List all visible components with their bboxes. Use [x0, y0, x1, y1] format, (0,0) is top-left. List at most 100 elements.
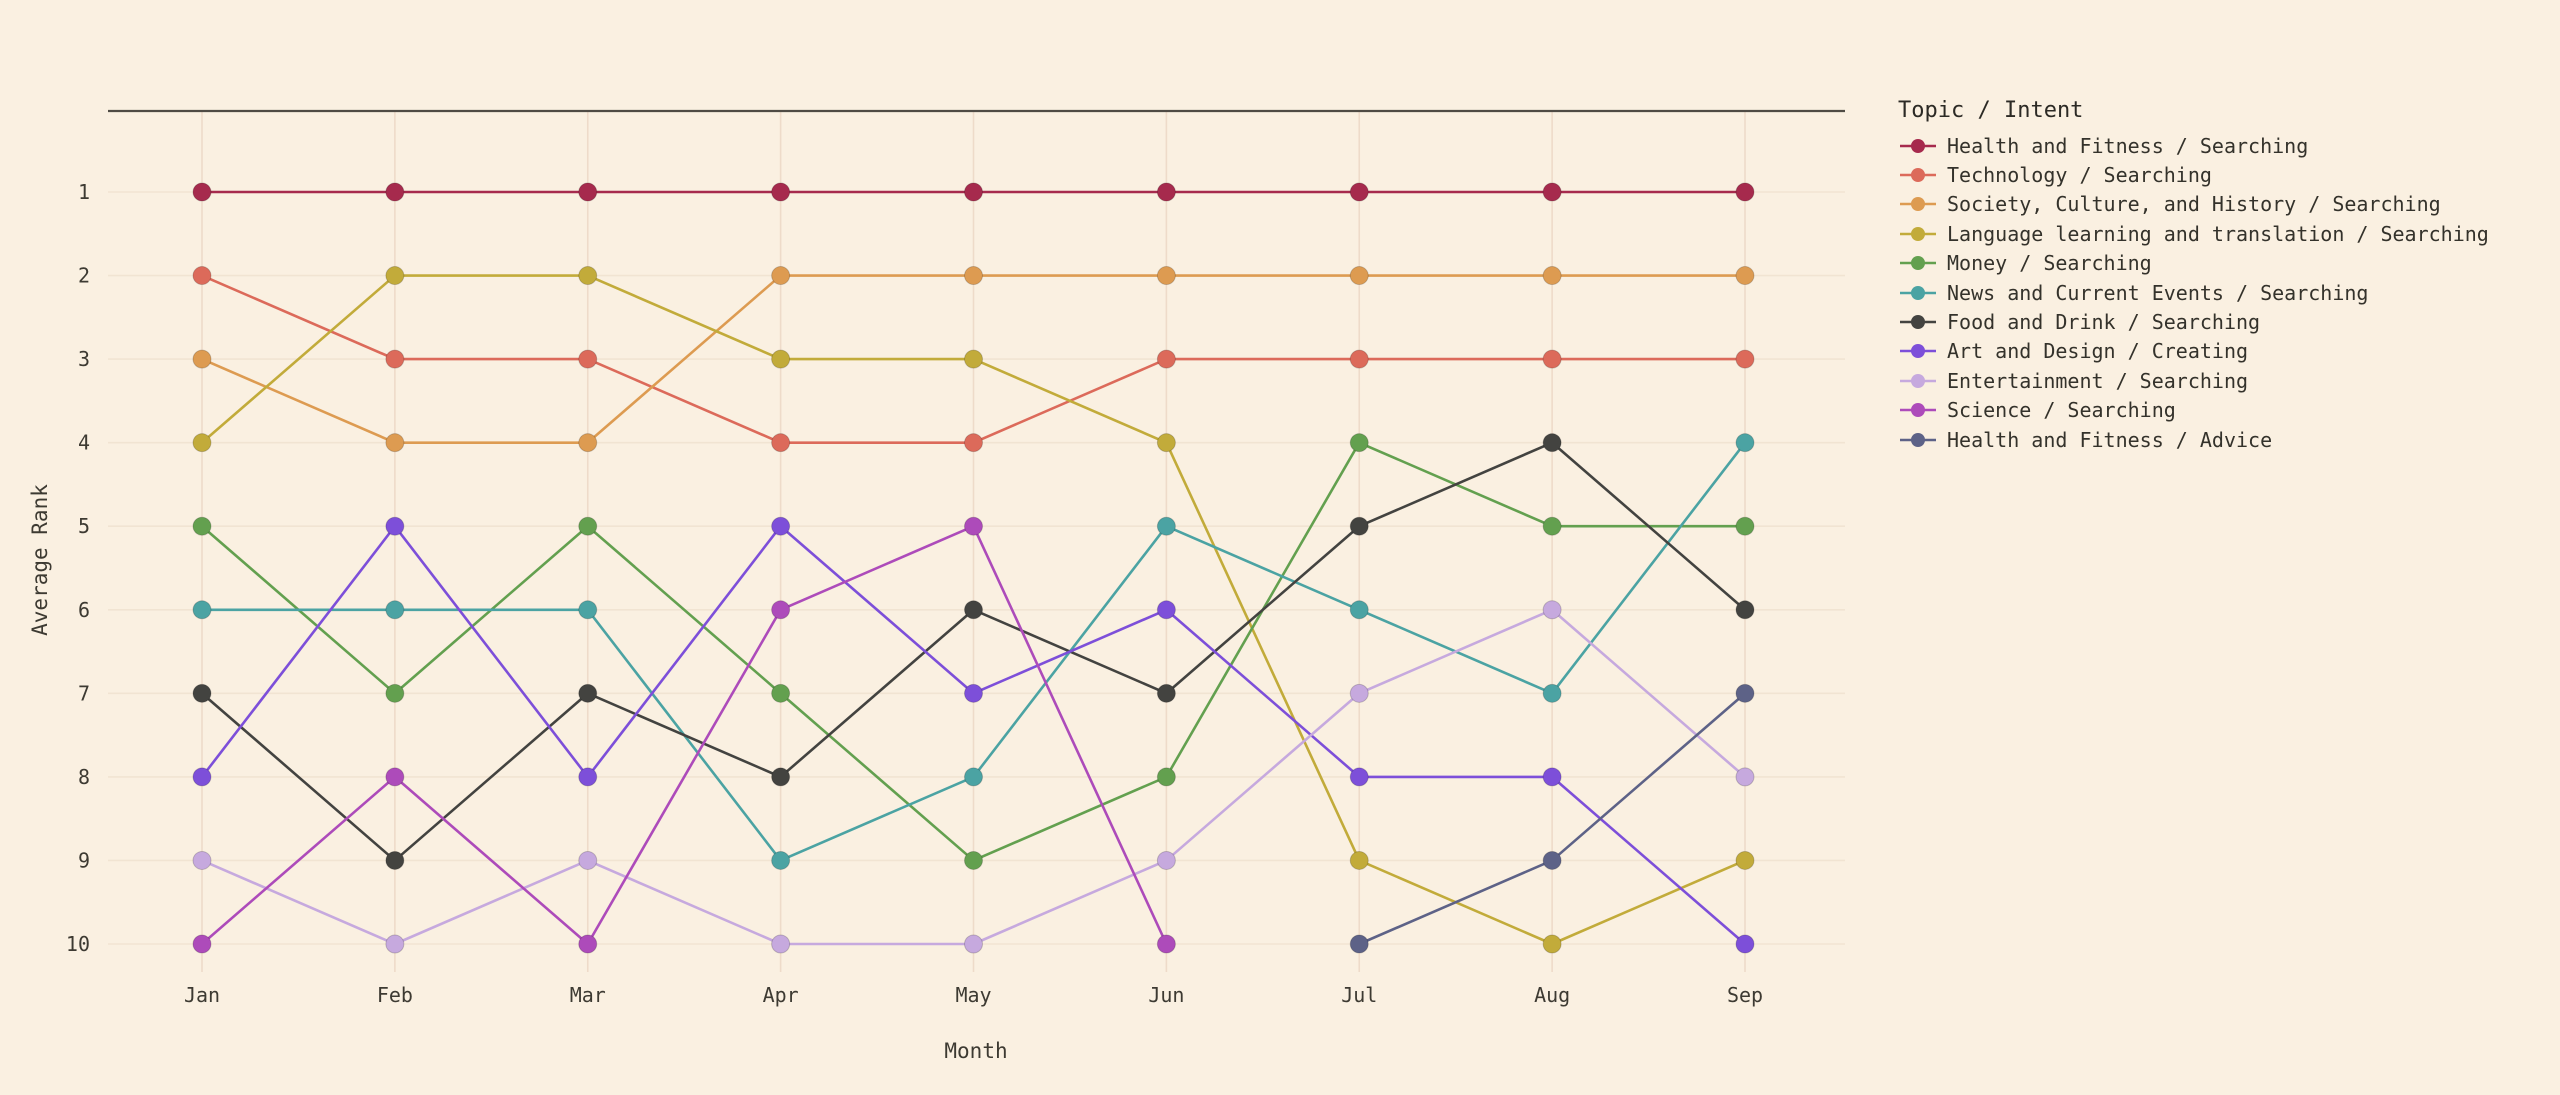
data-point: [1542, 767, 1562, 787]
y-tick-label: 4: [78, 431, 90, 455]
data-point: [385, 182, 405, 202]
data-point: [1156, 600, 1176, 620]
legend-item: Art and Design / Creating: [1898, 337, 2548, 366]
series-health-and-fitness-advice: [1349, 683, 1755, 954]
data-point: [771, 850, 791, 870]
data-point: [964, 850, 983, 870]
legend-item: Money / Searching: [1898, 249, 2548, 278]
series-food-and-drink-searching: [192, 433, 1755, 870]
data-point: [192, 767, 212, 787]
series-money-searching: [192, 433, 1755, 870]
x-tick-label: Mar: [570, 983, 606, 1007]
legend-item-label: Society, Culture, and History / Searchin…: [1947, 192, 2441, 217]
data-point: [964, 934, 983, 954]
data-point: [964, 767, 983, 787]
data-point: [385, 516, 405, 536]
y-tick-label: 9: [78, 848, 90, 872]
data-point: [964, 683, 983, 703]
data-point: [1349, 349, 1369, 369]
data-point: [1156, 516, 1176, 536]
series-science-searching: [192, 516, 1176, 954]
legend-key-icon: [1900, 432, 1936, 447]
legend: Topic / Intent Health and Fitness / Sear…: [1898, 98, 2548, 454]
data-point: [1735, 934, 1755, 954]
data-point: [771, 433, 791, 453]
data-point: [1735, 850, 1755, 870]
y-tick-label: 7: [78, 681, 90, 705]
data-point: [771, 934, 791, 954]
data-point: [1349, 767, 1369, 787]
y-tick-label: 10: [66, 932, 90, 956]
data-point: [771, 683, 791, 703]
data-point: [1349, 934, 1369, 954]
y-tick-label: 2: [78, 264, 90, 288]
data-point: [1156, 182, 1176, 202]
data-point: [964, 433, 983, 453]
legend-item-label: Technology / Searching: [1947, 163, 2212, 188]
x-tick-label: Apr: [763, 983, 799, 1007]
y-tick-label: 3: [78, 347, 90, 371]
x-tick-label: Sep: [1727, 983, 1763, 1007]
data-point: [1542, 683, 1562, 703]
data-point: [1349, 600, 1369, 620]
legend-item: Technology / Searching: [1898, 160, 2548, 189]
legend-item: Health and Fitness / Advice: [1898, 425, 2548, 454]
y-tick-label: 5: [78, 514, 90, 538]
data-point: [192, 182, 212, 202]
series-line: [200, 524, 1168, 946]
x-tick-label: Feb: [377, 983, 413, 1007]
data-point: [385, 266, 405, 286]
legend-item: Society, Culture, and History / Searchin…: [1898, 190, 2548, 219]
legend-item: Food and Drink / Searching: [1898, 307, 2548, 336]
data-point: [1156, 683, 1176, 703]
legend-item: Science / Searching: [1898, 396, 2548, 425]
data-point: [1735, 349, 1755, 369]
legend-item: Entertainment / Searching: [1898, 366, 2548, 395]
data-point: [1735, 266, 1755, 286]
data-point: [964, 266, 983, 286]
legend-key-icon: [1900, 168, 1936, 183]
x-tick-label: May: [955, 983, 991, 1007]
y-tick-label: 6: [78, 598, 90, 622]
data-point: [578, 934, 598, 954]
legend-item-label: Health and Fitness / Searching: [1947, 133, 2309, 158]
legend-item: Language learning and translation / Sear…: [1898, 219, 2548, 248]
legend-item-label: Money / Searching: [1947, 251, 2152, 276]
data-point: [1156, 266, 1176, 286]
series-language-learning-and-translation-searching: [192, 266, 1755, 954]
data-point: [578, 600, 598, 620]
series-society-culture-and-history-searching: [192, 266, 1755, 453]
data-point: [1156, 934, 1176, 954]
data-point: [1542, 349, 1562, 369]
data-point: [1735, 767, 1755, 787]
data-point: [192, 934, 212, 954]
axis-tick-labels: 1 2 3 4 5 6 7 8 9 10 Jan Feb Mar Apr May Jun Jul Aug Sep: [66, 180, 1763, 1007]
data-point: [578, 767, 598, 787]
x-tick-label: Jul: [1341, 983, 1377, 1007]
gridlines: [108, 111, 1845, 972]
data-point: [771, 516, 791, 536]
data-point: [771, 182, 791, 202]
legend-item-label: Entertainment / Searching: [1947, 368, 2249, 393]
x-tick-label: Jan: [184, 983, 220, 1007]
legend-item: News and Current Events / Searching: [1898, 278, 2548, 307]
data-point: [1349, 266, 1369, 286]
data-point: [385, 850, 405, 870]
data-point: [1542, 266, 1562, 286]
series-health-and-fitness-searching: [192, 182, 1755, 202]
data-point: [1735, 600, 1755, 620]
legend-item-label: News and Current Events / Searching: [1947, 280, 2369, 305]
data-point: [192, 600, 212, 620]
series-technology-searching: [192, 266, 1755, 453]
data-point: [578, 516, 598, 536]
data-point: [1156, 349, 1176, 369]
data-point: [578, 433, 598, 453]
data-point: [192, 266, 212, 286]
legend-key-icon: [1900, 344, 1936, 359]
data-point: [1542, 182, 1562, 202]
legend-item-label: Food and Drink / Searching: [1947, 310, 2261, 335]
data-point: [578, 182, 598, 202]
series-entertainment-searching: [192, 600, 1755, 954]
data-point: [385, 433, 405, 453]
